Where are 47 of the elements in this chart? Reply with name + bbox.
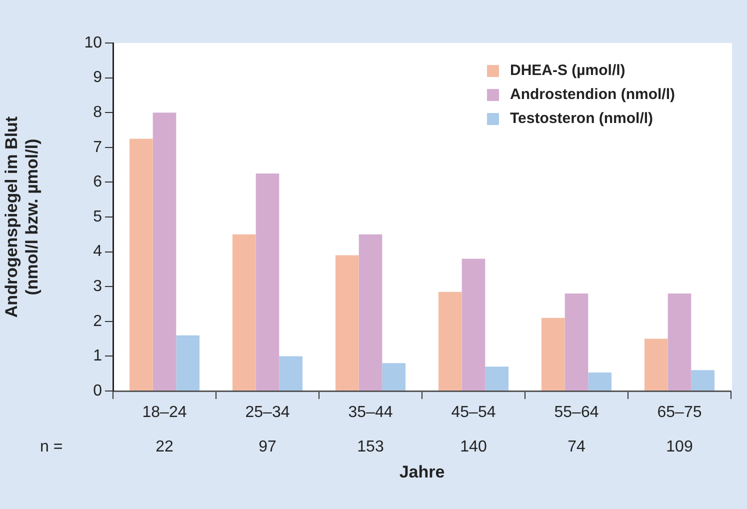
y-tick-label: 4 xyxy=(93,243,102,260)
y-tick-label: 0 xyxy=(93,382,102,400)
x-tick-label: 45–54 xyxy=(451,404,496,422)
bar xyxy=(668,294,692,390)
bar xyxy=(485,366,509,390)
bar xyxy=(691,370,715,390)
y-tick-label: 9 xyxy=(93,69,102,86)
y-tick-label: 3 xyxy=(93,278,102,296)
bar xyxy=(358,234,382,390)
text: 97 xyxy=(258,438,276,456)
bar xyxy=(129,138,153,390)
text: 153 xyxy=(357,438,384,456)
x-axis-title: Jahre xyxy=(399,462,445,482)
bar xyxy=(279,356,303,390)
bar xyxy=(232,234,256,390)
y-tick-label: 2 xyxy=(93,312,102,330)
bar xyxy=(335,255,359,390)
text: 74 xyxy=(568,438,586,456)
text: 109 xyxy=(666,438,693,456)
bar xyxy=(176,335,200,390)
bar xyxy=(462,258,486,390)
bar xyxy=(256,174,280,390)
y-tick-label: 1 xyxy=(93,348,102,365)
bar xyxy=(541,318,565,390)
x-tick-label: 35–44 xyxy=(348,404,393,422)
y-tick-label: 7 xyxy=(93,138,102,156)
y-tick-label: 5 xyxy=(93,208,102,226)
bar xyxy=(438,292,462,390)
x-tick-label: 55–64 xyxy=(554,404,599,422)
x-tick-label: 65–75 xyxy=(657,404,702,422)
y-tick-label: 10 xyxy=(84,34,102,52)
legend-label: DHEA-S (µmol/l) xyxy=(510,62,626,80)
y-axis-title: Androgenspiegel im Blut (nmol/l bzw. µmol/l) xyxy=(2,116,42,318)
y-tick-label: 8 xyxy=(93,104,102,122)
y-tick-label: 6 xyxy=(93,174,102,191)
text: 140 xyxy=(460,438,487,456)
x-tick-label: 18–24 xyxy=(142,404,187,422)
bar xyxy=(588,372,612,390)
x-tick-label: 25–34 xyxy=(245,404,290,422)
bar xyxy=(564,294,588,390)
bar xyxy=(382,363,406,390)
legend-label: Androstendion (nmol/l) xyxy=(510,86,675,104)
legend-label: Testosteron (nmol/l) xyxy=(510,110,654,128)
bar xyxy=(152,112,176,390)
text: 22 xyxy=(156,438,174,456)
bar xyxy=(644,338,668,390)
text: n = xyxy=(40,438,63,456)
